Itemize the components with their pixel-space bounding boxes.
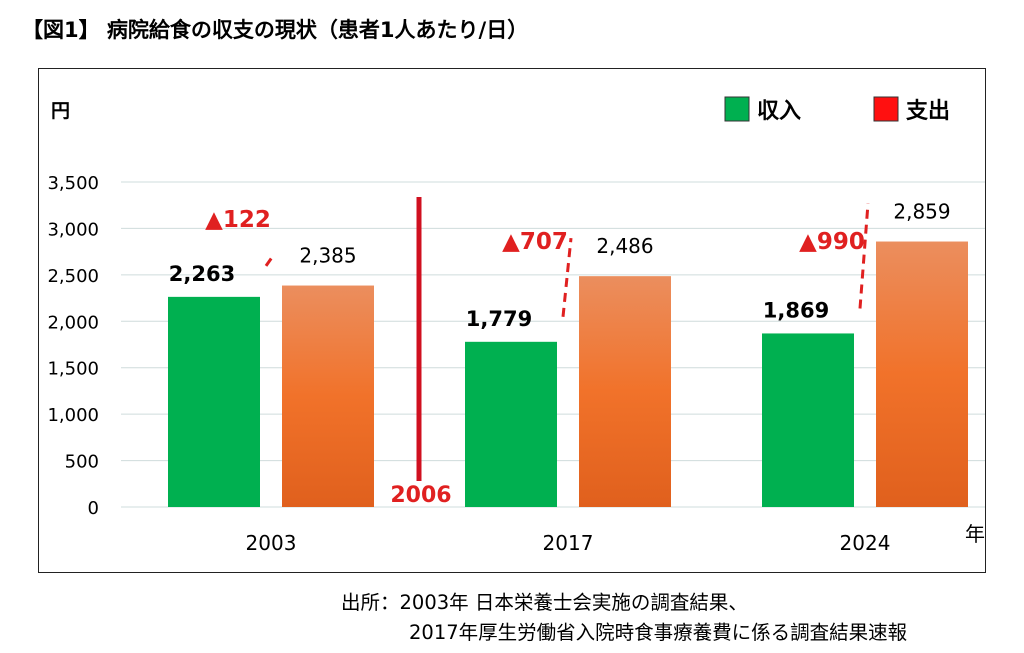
source-line-2: 2017年厚生労働省入院時食事療養費に係る調査結果速報	[409, 621, 908, 644]
x-tick-label: 2024	[840, 531, 891, 555]
source-line-1: 出所：2003年 日本栄養士会実施の調査結果、	[341, 591, 748, 614]
labels: 円 0 500 1,000 1,500 2,000 2,500 3,000 3,500 2,263…	[47, 96, 985, 555]
deficit-label: ▲990	[799, 229, 865, 255]
expense-bar	[876, 241, 968, 507]
legend-swatch-expense	[873, 96, 899, 122]
deficit-label: ▲122	[205, 207, 271, 233]
chart-frame: 円 0 500 1,000 1,500 2,000 2,500 3,000 3,500 2,263…	[38, 68, 986, 573]
deficit-connector	[858, 203, 870, 309]
deficit-connector	[561, 238, 573, 317]
y-tick-label: 3,500	[47, 173, 99, 194]
x-tick-label: 2003	[246, 531, 297, 555]
legend-swatch-income	[724, 96, 750, 122]
income-value-label: 1,869	[763, 298, 829, 322]
y-tick-label: 1,000	[47, 405, 99, 426]
expense-value-label: 2,486	[596, 234, 653, 258]
expense-value-label: 2,859	[893, 200, 950, 224]
x-tick-label: 2017	[543, 531, 594, 555]
bars	[168, 197, 968, 507]
chart-title: 【図1】 病院給食の収支の現状（患者1人あたり/日）	[22, 18, 529, 42]
expense-value-label: 2,385	[299, 244, 356, 268]
bar-chart: 円 0 500 1,000 1,500 2,000 2,500 3,000 3,500 2,263…	[47, 96, 985, 555]
y-tick-label: 2,000	[47, 312, 99, 333]
x-axis-label: 年	[965, 522, 985, 546]
divider-label: 2006	[390, 483, 451, 508]
expense-bar	[579, 276, 671, 507]
legend-label-expense: 支出	[906, 99, 950, 124]
y-tick-label: 2,500	[47, 266, 99, 287]
deficit-connector	[264, 253, 276, 267]
source-note: 出所：2003年 日本栄養士会実施の調査結果、 2017年厚生労働省入院時食事療…	[341, 588, 907, 648]
y-tick-label: 0	[88, 498, 99, 519]
income-bar	[168, 296, 260, 507]
y-axis-label: 円	[51, 100, 70, 122]
legend-label-income: 収入	[757, 99, 801, 124]
income-value-label: 2,263	[169, 262, 235, 286]
y-tick-label: 500	[65, 452, 99, 473]
deficit-label: ▲707	[502, 229, 568, 255]
income-value-label: 1,779	[466, 307, 532, 331]
y-tick-label: 3,000	[47, 219, 99, 240]
income-bar	[465, 341, 557, 507]
income-bar	[762, 333, 854, 507]
expense-bar	[282, 285, 374, 507]
y-tick-label: 1,500	[47, 359, 99, 380]
